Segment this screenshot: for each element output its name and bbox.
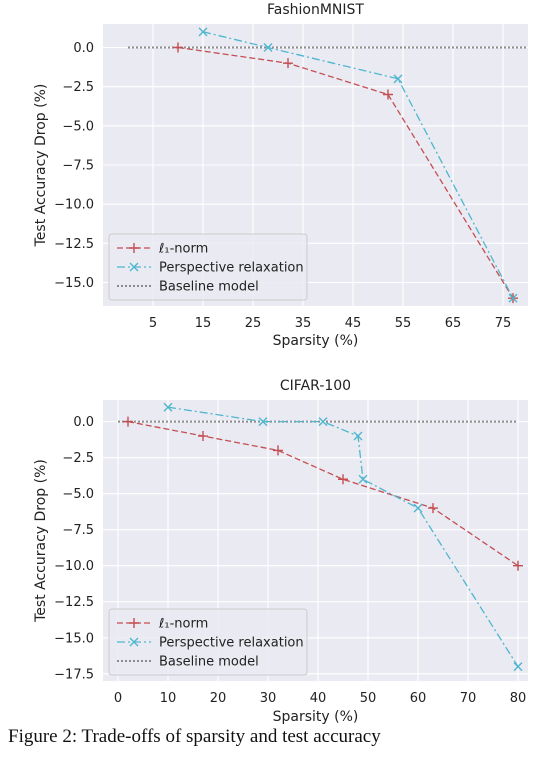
y-tick-label: −5.0 [62, 487, 94, 502]
data-point [383, 89, 393, 100]
y-tick-label: 0.0 [73, 415, 94, 430]
data-point [318, 417, 328, 427]
y-tick-label: −2.5 [62, 451, 94, 466]
data-point [513, 560, 523, 571]
fashionmnist-chart: 5 15 25 35 45 55 65 75 0.0 −2.5 −5.0 −7.5 −10.0 −12.5… [33, 2, 528, 349]
y-tick-label: −12.5 [54, 237, 94, 252]
x-axis-label: Sparsity (%) [273, 333, 359, 349]
chart-title: FashionMNIST [267, 2, 364, 18]
legend-marker [129, 637, 139, 647]
x-tick-label: 25 [245, 316, 262, 331]
legend-label: Perspective relaxation [159, 636, 304, 651]
legend: ℓ₁-norm Perspective relaxation Baseline mo… [108, 233, 308, 301]
data-point [198, 27, 208, 37]
x-tick-label: 30 [260, 691, 277, 706]
x-tick-label: 40 [310, 691, 327, 706]
legend: ℓ₁-norm Perspective relaxation Baseline mo… [108, 608, 308, 676]
y-tick-label: −15.0 [54, 276, 94, 291]
y-tick-label: −10.0 [54, 198, 94, 213]
x-tick-label: 65 [445, 316, 462, 331]
chart-title: CIFAR-100 [280, 378, 351, 394]
x-axis-label: Sparsity (%) [273, 709, 359, 725]
y-tick-label: −12.5 [54, 595, 94, 610]
data-point [353, 431, 363, 441]
data-point [173, 42, 183, 53]
x-tick-label: 15 [195, 316, 212, 331]
series-line [202, 31, 514, 299]
legend-label: ℓ₁-norm [158, 242, 208, 257]
data-point [263, 43, 273, 52]
data-point [513, 662, 523, 672]
x-tick-label: 45 [345, 316, 362, 331]
series-line [127, 420, 519, 567]
y-tick-label: −7.5 [62, 159, 94, 174]
legend-marker [129, 243, 139, 253]
y-tick-label: 0.0 [73, 41, 94, 56]
y-tick-label: −7.5 [62, 523, 94, 538]
data-point [198, 431, 208, 442]
data-point [358, 474, 368, 484]
y-tick-label: −15.0 [54, 631, 94, 646]
series-line [177, 46, 514, 299]
data-point [258, 417, 268, 427]
figure-caption: Figure 2: Trade-offs of sparsity and tes… [8, 726, 381, 747]
x-tick-label: 20 [210, 691, 227, 706]
legend-label: Perspective relaxation [159, 261, 304, 276]
y-axis-label: Test Accuracy Drop (%) [33, 84, 49, 248]
x-tick-label: 60 [410, 691, 427, 706]
legend-box [108, 608, 308, 676]
y-tick-label: −17.5 [54, 667, 94, 682]
x-tick-label: 75 [495, 316, 512, 331]
data-point [273, 445, 283, 456]
x-tick-label: 80 [510, 691, 527, 706]
data-point [413, 503, 423, 513]
x-tick-label: 70 [460, 691, 477, 706]
x-tick-label: 0 [114, 691, 122, 706]
legend-label: Baseline model [159, 655, 259, 670]
data-point [428, 503, 438, 514]
x-tick-label: 50 [360, 691, 377, 706]
data-point [338, 474, 348, 485]
data-point [508, 293, 518, 303]
data-point [123, 416, 133, 427]
legend-box [108, 233, 308, 301]
y-tick-label: −10.0 [54, 559, 94, 574]
data-point [283, 58, 293, 69]
y-tick-label: −2.5 [62, 80, 94, 95]
cifar100-chart: 0 10 20 30 40 50 60 70 80 0.0 −2.5 −5.0 −7.5 −10.0 −12… [33, 378, 528, 725]
x-tick-label: 10 [160, 691, 177, 706]
data-point [163, 402, 173, 412]
legend-label: Baseline model [159, 280, 259, 295]
legend-marker [129, 262, 139, 272]
y-axis-label: Test Accuracy Drop (%) [33, 459, 49, 623]
data-point [393, 74, 403, 84]
legend-marker [129, 618, 139, 628]
y-tick-label: −5.0 [62, 119, 94, 134]
x-tick-label: 5 [149, 316, 157, 331]
x-tick-label: 35 [295, 316, 312, 331]
x-tick-label: 55 [395, 316, 412, 331]
legend-label: ℓ₁-norm [158, 617, 208, 632]
